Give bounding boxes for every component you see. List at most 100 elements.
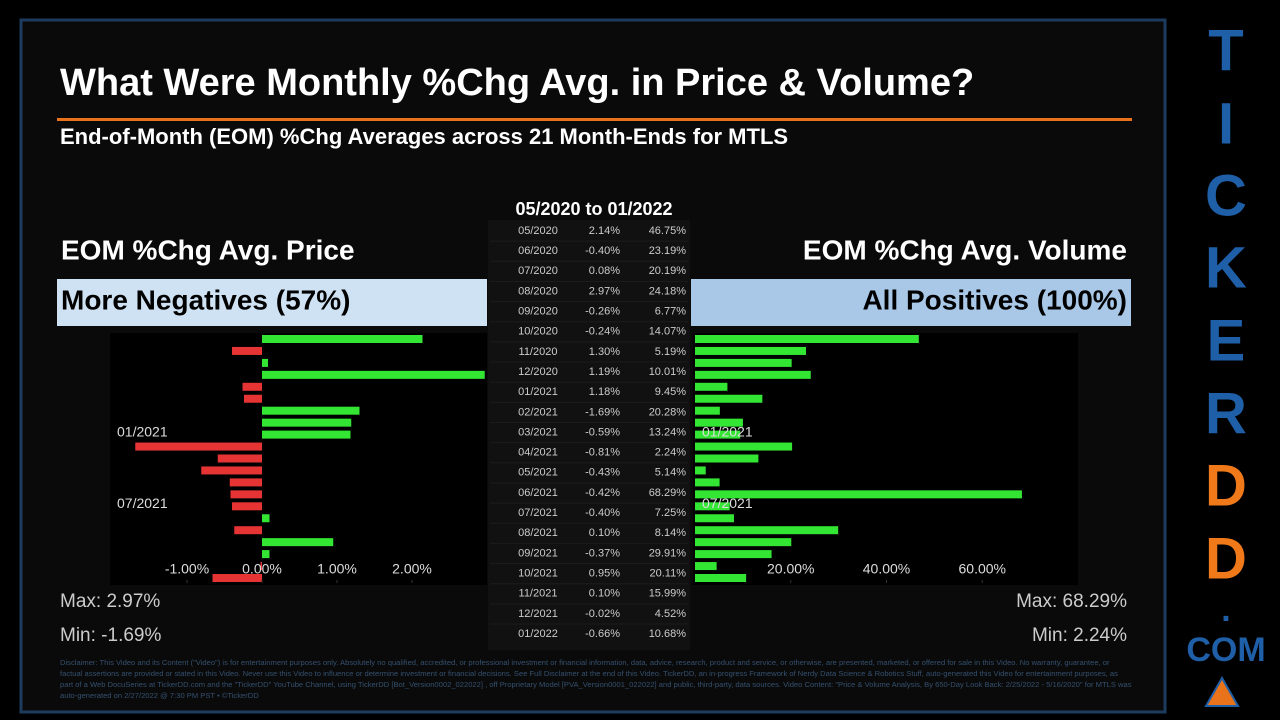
- table-month: 09/2020: [518, 306, 558, 318]
- bar: [212, 574, 262, 582]
- table-month: 07/2021: [518, 507, 558, 519]
- bar: [234, 526, 262, 535]
- bar: [695, 454, 759, 463]
- bar: [230, 490, 262, 499]
- x-tick-label: -1.00%: [165, 561, 209, 577]
- table-volume: 2.24%: [655, 447, 686, 459]
- subtitle: End-of-Month (EOM) %Chg Averages across …: [60, 124, 788, 149]
- table-month: 02/2021: [518, 406, 558, 418]
- bar: [229, 478, 262, 487]
- table-volume: 14.07%: [649, 326, 687, 338]
- table-price: 2.14%: [589, 225, 620, 237]
- table-price: -0.42%: [585, 487, 620, 499]
- panel-title: EOM %Chg Avg. Price: [61, 234, 355, 265]
- bar: [695, 358, 792, 367]
- bar: [217, 454, 262, 463]
- table-month: 08/2020: [518, 285, 558, 297]
- table-title: 05/2020 to 01/2022: [515, 199, 672, 219]
- bar: [262, 430, 351, 439]
- panel-banner: [57, 279, 487, 326]
- bar: [695, 538, 792, 547]
- bar: [695, 394, 763, 403]
- panel-subtitle: More Negatives (57%): [61, 284, 350, 315]
- table-price: -0.66%: [585, 628, 620, 640]
- table-month: 01/2022: [518, 628, 558, 640]
- brand-letter: D: [1205, 526, 1247, 591]
- table-volume: 10.01%: [649, 366, 687, 378]
- min-label: Min: 2.24%: [1032, 625, 1127, 646]
- title-rule: [57, 118, 1132, 121]
- table-volume: 68.29%: [649, 487, 687, 499]
- table-month: 12/2021: [518, 608, 558, 620]
- bar: [695, 346, 807, 355]
- table-bg: [488, 220, 690, 650]
- bar: [695, 478, 720, 487]
- plot-bg: [110, 333, 487, 585]
- table-month: 06/2021: [518, 487, 558, 499]
- table-month: 09/2021: [518, 547, 558, 559]
- table-volume: 8.14%: [655, 527, 686, 539]
- table-month: 10/2020: [518, 326, 558, 338]
- table-price: 0.10%: [589, 588, 620, 600]
- x-tick-label: 2.00%: [392, 561, 432, 577]
- table-volume: 13.24%: [649, 426, 687, 438]
- bar: [695, 382, 728, 391]
- bar: [695, 418, 743, 427]
- panel-subtitle: All Positives (100%): [862, 284, 1127, 315]
- bar: [262, 538, 334, 547]
- table-price: 1.19%: [589, 366, 620, 378]
- table-month: 08/2021: [518, 527, 558, 539]
- title: What Were Monthly %Chg Avg. in Price & V…: [60, 62, 974, 104]
- logo: [1204, 675, 1240, 707]
- brand-letter: .: [1221, 591, 1230, 629]
- table-month: 11/2021: [519, 588, 558, 600]
- bar: [242, 382, 262, 391]
- brand-letter: K: [1205, 235, 1247, 300]
- table-volume: 20.11%: [650, 567, 687, 579]
- table-price: -0.81%: [585, 447, 620, 459]
- y-tick-label: 01/2021: [702, 423, 753, 439]
- brand-letter: C: [1205, 163, 1247, 228]
- max-label: Max: 68.29%: [1016, 591, 1127, 612]
- bar: [695, 526, 839, 535]
- bar: [262, 418, 352, 427]
- x-tick-label: 0.00%: [242, 561, 282, 577]
- panel-banner: [691, 279, 1131, 326]
- table-month: 03/2021: [518, 426, 558, 438]
- table-volume: 4.52%: [655, 608, 686, 620]
- brand-letter: I: [1218, 91, 1234, 156]
- brand-letter: D: [1205, 453, 1247, 518]
- bar: [695, 406, 720, 415]
- table-month: 10/2021: [518, 567, 558, 579]
- table-month: 07/2020: [518, 265, 558, 277]
- table-price: -0.02%: [585, 608, 620, 620]
- bar: [695, 335, 919, 343]
- table-price: -0.40%: [585, 507, 620, 519]
- bar: [201, 466, 262, 475]
- min-label: Min: -1.69%: [60, 625, 161, 646]
- table-volume: 46.75%: [649, 225, 687, 237]
- table-month: 04/2021: [518, 447, 558, 459]
- table-volume: 24.18%: [649, 285, 687, 297]
- bar: [695, 574, 747, 582]
- table-month: 12/2020: [518, 366, 558, 378]
- table-month: 11/2020: [519, 346, 558, 358]
- table-volume: 5.14%: [655, 467, 686, 479]
- bar: [262, 335, 423, 343]
- bar: [695, 430, 741, 439]
- table-volume: 7.25%: [655, 507, 686, 519]
- table-price: 0.95%: [589, 567, 620, 579]
- table-volume: 9.45%: [655, 386, 686, 398]
- panel-title: EOM %Chg Avg. Volume: [803, 234, 1127, 265]
- table-volume: 29.91%: [649, 547, 687, 559]
- table-price: -0.43%: [585, 467, 620, 479]
- x-tick-label: 1.00%: [317, 561, 357, 577]
- bar: [260, 562, 262, 571]
- brand-letter: COM: [1186, 631, 1265, 669]
- x-tick-label: 20.00%: [767, 561, 814, 577]
- bar: [695, 466, 706, 475]
- max-label: Max: 2.97%: [60, 591, 160, 612]
- table-price: 2.97%: [589, 285, 620, 297]
